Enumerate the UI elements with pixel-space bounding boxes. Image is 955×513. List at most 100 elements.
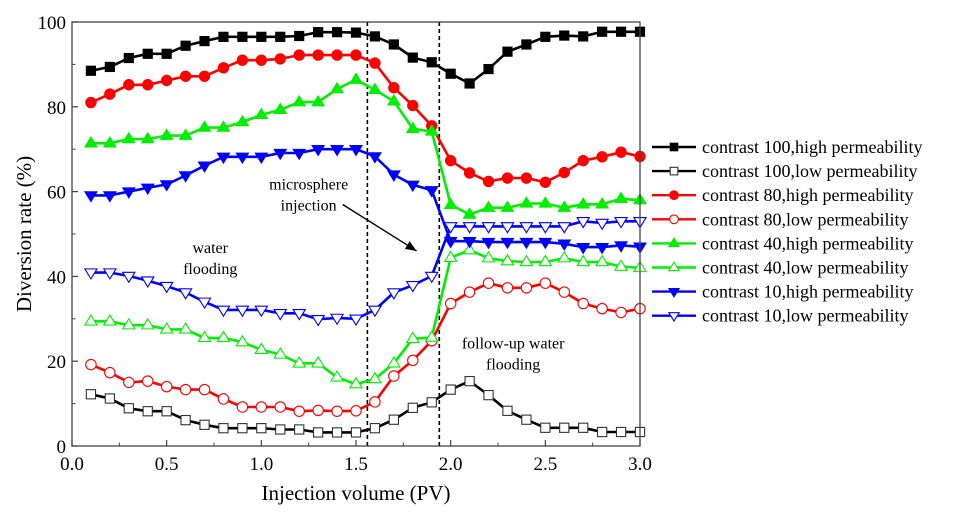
data-point — [293, 405, 305, 417]
data-point — [330, 144, 345, 157]
data-point — [369, 31, 381, 42]
annotations: water flooding microsphere injection follow-… — [183, 176, 565, 373]
data-point — [85, 65, 97, 76]
data-point — [178, 288, 193, 300]
data-point — [426, 397, 437, 408]
data-point — [121, 317, 136, 330]
data-point — [274, 53, 286, 65]
data-point — [483, 63, 494, 75]
data-point — [217, 393, 230, 405]
data-point — [614, 241, 629, 253]
data-point — [405, 180, 420, 193]
data-point — [500, 222, 515, 234]
data-point — [445, 384, 456, 395]
data-point — [444, 297, 457, 310]
data-point — [102, 191, 117, 203]
data-point — [216, 330, 231, 343]
data-point — [179, 383, 192, 396]
data-point — [482, 175, 495, 188]
data-point — [218, 31, 229, 42]
data-point — [85, 96, 97, 109]
data-point — [463, 167, 476, 179]
data-point — [559, 30, 570, 41]
series-layer — [83, 26, 648, 438]
series-line — [90, 78, 641, 216]
data-point — [235, 305, 250, 318]
data-point — [161, 406, 172, 417]
y-axis-title: Diversion rate (%) — [12, 156, 36, 312]
data-point — [275, 31, 286, 42]
data-point — [557, 200, 572, 212]
x-tick-label: 0.0 — [60, 454, 84, 475]
data-point — [501, 282, 514, 294]
data-point — [614, 191, 629, 204]
annotation-text: injection — [281, 197, 337, 214]
data-point — [369, 423, 381, 434]
data-point — [424, 271, 439, 284]
data-point — [464, 375, 475, 387]
x-tick-label: 0.5 — [155, 454, 179, 475]
legend-item: contrast 10,high permeability — [652, 282, 913, 302]
data-point — [102, 136, 117, 148]
data-point — [613, 217, 629, 229]
data-point — [596, 151, 608, 163]
annotation-text: follow-up water — [462, 335, 565, 352]
x-tick-label: 1.5 — [344, 454, 368, 475]
data-point — [669, 190, 679, 201]
data-point — [142, 79, 154, 91]
data-point — [462, 222, 477, 234]
data-point — [159, 281, 174, 294]
data-point — [595, 218, 610, 231]
series-contrast-10-low-permeability — [83, 217, 648, 327]
data-point — [140, 131, 155, 144]
data-point — [160, 74, 173, 87]
data-point — [179, 70, 192, 82]
data-point — [576, 217, 591, 229]
data-point — [596, 302, 608, 315]
data-point — [388, 370, 400, 382]
data-point — [197, 297, 212, 310]
data-point — [349, 144, 363, 157]
data-point — [294, 424, 305, 435]
data-point — [615, 426, 627, 438]
data-point — [216, 120, 231, 132]
series-contrast-100-low-permeability — [85, 375, 646, 438]
annotation-text: microsphere — [269, 176, 348, 193]
data-point — [576, 242, 591, 255]
data-point — [669, 142, 679, 152]
data-point — [464, 78, 475, 89]
data-point — [407, 52, 418, 63]
data-point — [500, 237, 515, 250]
data-point — [443, 197, 458, 209]
series-line — [90, 53, 641, 184]
data-point — [331, 49, 343, 61]
data-point — [482, 277, 495, 289]
data-point — [178, 322, 193, 334]
y-tick-label: 80 — [47, 98, 66, 119]
data-point — [669, 214, 679, 225]
data-point — [667, 237, 681, 247]
data-point — [444, 154, 457, 167]
data-point — [540, 31, 551, 42]
data-point — [483, 389, 494, 401]
data-point — [178, 171, 193, 183]
data-point — [367, 371, 383, 384]
series-contrast-80-low-permeability — [85, 277, 646, 417]
series-contrast-100-high-permeability — [85, 26, 646, 89]
data-point — [294, 30, 305, 42]
data-point — [462, 237, 477, 249]
data-point — [519, 196, 534, 208]
data-point — [369, 57, 381, 69]
data-point — [388, 82, 400, 94]
data-point — [445, 68, 456, 79]
data-point — [539, 176, 552, 188]
data-point — [348, 314, 364, 327]
series-line — [90, 30, 640, 85]
data-point — [500, 200, 515, 212]
data-point — [407, 354, 419, 367]
legend-item: contrast 40,high permeability — [652, 233, 913, 253]
series-contrast-40-low-permeability — [83, 242, 648, 389]
data-point — [142, 406, 153, 417]
data-point — [595, 242, 610, 255]
data-point — [83, 191, 98, 203]
